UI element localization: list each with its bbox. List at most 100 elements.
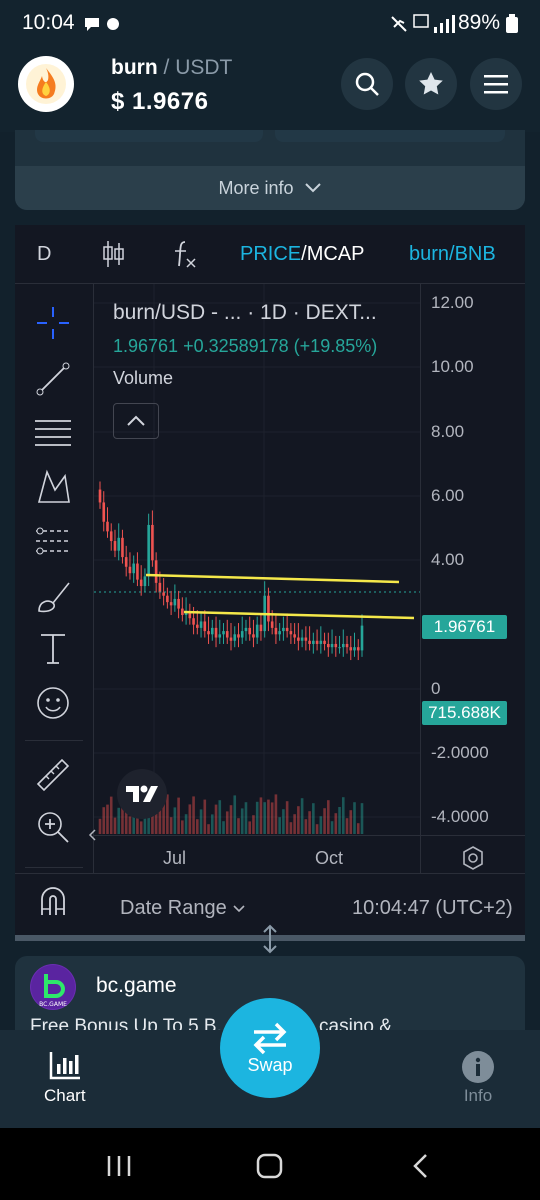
volume-bar	[327, 800, 330, 834]
candle-body	[102, 502, 106, 522]
candle-body	[315, 640, 319, 644]
tradingview-logo[interactable]	[117, 769, 167, 819]
hamburger-icon	[484, 75, 508, 94]
volume-bar	[267, 799, 270, 834]
collapse-legend-button[interactable]	[113, 403, 159, 439]
battery-icon	[506, 14, 518, 33]
favorite-button[interactable]	[405, 58, 457, 110]
crosshair-tool[interactable]	[33, 303, 73, 343]
volume-bar	[285, 801, 289, 834]
chart-grid	[94, 284, 420, 834]
volume-bar	[293, 814, 296, 834]
status-bar: 10:04 89%	[0, 0, 540, 46]
crosshair-icon	[37, 307, 69, 339]
candle-body	[199, 621, 203, 628]
emoji-tool[interactable]	[33, 683, 73, 723]
tools-divider	[25, 740, 83, 741]
candle-body	[210, 627, 214, 635]
candle-body	[177, 598, 180, 609]
candle-body	[274, 627, 278, 635]
date-range-button[interactable]: Date Range	[120, 897, 246, 920]
candle-body	[304, 637, 308, 641]
volume-bar	[274, 794, 278, 834]
candle-body	[300, 637, 304, 641]
pattern-tool[interactable]	[33, 467, 73, 507]
bar-chart-icon	[49, 1052, 80, 1080]
volume-bar	[229, 805, 233, 834]
scroll-left-icon[interactable]	[87, 828, 97, 842]
magnet-tool[interactable]	[33, 881, 73, 921]
footer-divider	[15, 873, 525, 874]
volume-bar	[203, 799, 207, 834]
search-button[interactable]	[341, 58, 393, 110]
home-icon[interactable]	[256, 1153, 284, 1179]
volume-bar	[214, 804, 218, 834]
prediction-tool[interactable]	[33, 521, 73, 561]
menu-button[interactable]	[470, 58, 522, 110]
candle-body	[139, 579, 143, 587]
swap-button[interactable]: Swap	[220, 998, 320, 1098]
x-tick-jul: Jul	[163, 848, 187, 868]
candle-body	[121, 537, 124, 558]
candle-body	[349, 647, 353, 651]
bcgame-logo-text: BC.GAME	[39, 1001, 67, 1008]
bcgame-logo: BC.GAME	[30, 964, 76, 1010]
notification-icons	[85, 18, 119, 31]
more-info-label: More info	[218, 177, 294, 198]
fib-tool[interactable]	[33, 413, 73, 453]
toggle-slash: /	[301, 243, 307, 265]
candle-body	[166, 595, 169, 603]
chart-settings-icon[interactable]	[461, 845, 485, 871]
volume-bar	[270, 802, 274, 834]
candles-icon[interactable]	[101, 239, 125, 269]
y-tick-label: 0	[431, 679, 441, 698]
text-tool[interactable]	[33, 629, 73, 669]
price-chart[interactable]	[94, 284, 420, 834]
trendline-tool[interactable]	[33, 359, 73, 399]
candle-body	[136, 563, 139, 580]
more-info-button[interactable]: More info	[15, 166, 525, 210]
candle-body	[308, 640, 311, 644]
candle-body	[147, 524, 150, 577]
volume-bar	[341, 797, 345, 834]
volume-bar	[259, 797, 263, 834]
tools-divider-2	[25, 867, 83, 868]
candle-body	[188, 611, 192, 619]
zoom-tool[interactable]	[33, 807, 73, 847]
volume-bar	[218, 800, 222, 834]
candle-body	[248, 627, 252, 635]
chevron-up-icon	[127, 415, 145, 426]
candle-body	[237, 634, 240, 638]
indicators-icon[interactable]	[171, 239, 199, 269]
bcgame-icon: BC.GAME	[31, 965, 75, 1009]
candle-body	[218, 634, 222, 638]
flame-icon	[26, 64, 66, 104]
brush-tool[interactable]	[33, 577, 73, 617]
candle-body	[203, 621, 207, 632]
ruler-tool[interactable]	[33, 755, 73, 795]
nav-info[interactable]: Info	[461, 1050, 495, 1106]
back-icon[interactable]	[410, 1153, 430, 1179]
volume-bar	[356, 823, 360, 834]
volume-bar	[196, 819, 199, 834]
volume-bar	[304, 819, 308, 834]
candle-body	[267, 595, 270, 622]
nav-chart[interactable]: Chart	[44, 1050, 86, 1106]
quote-symbol: USDT	[175, 56, 233, 79]
info-icon	[462, 1051, 494, 1083]
volume-bar	[207, 824, 210, 834]
resize-arrows-icon[interactable]	[261, 924, 279, 954]
price-mcap-toggle[interactable]: PRICE/MCAP	[240, 243, 364, 266]
volume-bar	[345, 818, 349, 834]
recent-apps-icon[interactable]	[106, 1154, 132, 1178]
volume-bar	[192, 796, 195, 834]
interval-button[interactable]: D	[37, 243, 52, 265]
volume-bar	[177, 797, 180, 834]
candle-body	[356, 647, 360, 651]
volume-bar	[308, 811, 311, 834]
tradingview-icon	[126, 785, 158, 802]
pair-toggle-button[interactable]: burn/BNB	[409, 243, 496, 265]
candle-body	[297, 637, 300, 641]
token-info-card: More info	[15, 130, 525, 210]
candle-body	[184, 611, 188, 616]
